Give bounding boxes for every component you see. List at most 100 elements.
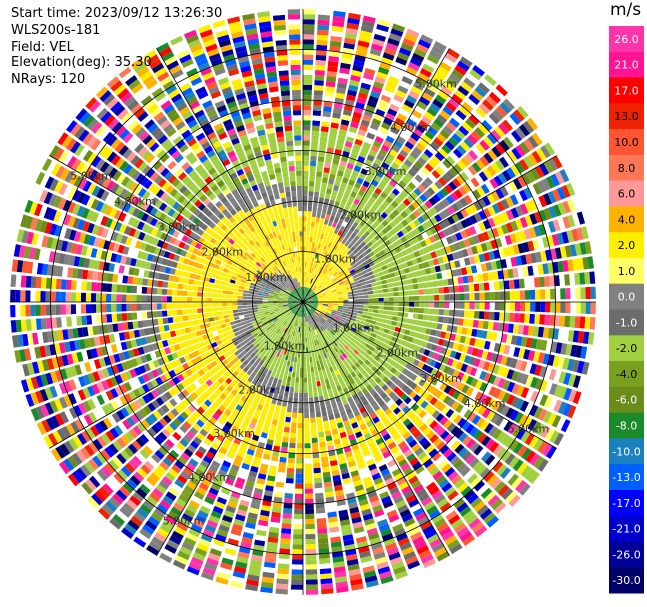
velocity-gate xyxy=(337,230,343,236)
velocity-gate xyxy=(454,351,462,361)
velocity-gate xyxy=(312,325,316,331)
velocity-gate xyxy=(365,522,377,531)
velocity-gate xyxy=(316,334,320,340)
velocity-gate xyxy=(393,140,404,149)
velocity-gate xyxy=(510,164,521,176)
velocity-gate xyxy=(360,503,371,512)
velocity-gate xyxy=(324,96,334,103)
velocity-gate xyxy=(461,373,470,383)
velocity-gate xyxy=(250,330,257,335)
velocity-gate xyxy=(260,509,270,517)
velocity-gate xyxy=(293,346,296,352)
velocity-gate xyxy=(292,407,298,413)
velocity-gate xyxy=(288,303,294,306)
velocity-gate xyxy=(265,443,273,451)
velocity-gate xyxy=(438,211,447,220)
velocity-gate xyxy=(307,288,310,293)
velocity-gate xyxy=(464,302,470,309)
velocity-gate xyxy=(278,323,283,329)
velocity-gate xyxy=(330,122,339,129)
velocity-gate xyxy=(339,349,345,355)
velocity-gate xyxy=(484,454,496,466)
velocity-gate xyxy=(491,146,502,158)
velocity-gate xyxy=(403,518,416,527)
velocity-gate xyxy=(369,274,375,280)
velocity-gate xyxy=(295,305,300,310)
velocity-gate xyxy=(345,392,352,399)
velocity-gate xyxy=(124,523,137,535)
velocity-gate xyxy=(185,377,193,386)
velocity-gate xyxy=(364,322,371,327)
velocity-gate xyxy=(112,493,124,505)
velocity-gate xyxy=(367,308,374,313)
velocity-gate xyxy=(391,282,398,287)
velocity-gate xyxy=(226,326,233,331)
velocity-gate xyxy=(489,178,499,189)
velocity-gate xyxy=(534,277,540,288)
velocity-gate xyxy=(171,483,182,493)
velocity-gate xyxy=(424,529,437,540)
velocity-gate xyxy=(332,556,345,563)
velocity-gate xyxy=(348,207,356,214)
velocity-gate xyxy=(330,255,336,261)
velocity-gate xyxy=(81,482,93,495)
velocity-gate xyxy=(364,454,373,462)
velocity-gate xyxy=(258,310,264,314)
velocity-gate xyxy=(559,274,566,286)
velocity-gate xyxy=(186,481,197,491)
velocity-gate xyxy=(235,561,248,569)
velocity-gate xyxy=(342,359,348,366)
velocity-gate xyxy=(185,346,193,354)
velocity-gate xyxy=(317,259,322,265)
velocity-gate xyxy=(418,410,427,419)
velocity-gate xyxy=(200,571,214,581)
velocity-gate xyxy=(521,447,532,460)
velocity-gate xyxy=(337,134,346,141)
velocity-gate xyxy=(375,334,382,341)
velocity-gate xyxy=(350,511,361,519)
velocity-gate xyxy=(389,486,400,495)
velocity-gate xyxy=(482,272,489,282)
velocity-gate xyxy=(271,360,277,367)
velocity-gate xyxy=(519,313,525,323)
velocity-gate xyxy=(471,146,482,158)
velocity-gate xyxy=(343,172,351,179)
velocity-gate xyxy=(501,211,510,223)
velocity-gate xyxy=(485,181,495,192)
velocity-gate xyxy=(197,446,207,455)
velocity-gate xyxy=(314,323,319,329)
velocity-gate xyxy=(155,386,164,396)
velocity-gate xyxy=(487,272,494,281)
velocity-gate xyxy=(221,381,229,389)
velocity-gate xyxy=(124,393,133,403)
velocity-gate xyxy=(259,314,266,319)
velocity-gate xyxy=(359,266,366,272)
velocity-gate xyxy=(243,403,251,410)
velocity-gate xyxy=(145,336,152,344)
velocity-gate xyxy=(319,279,325,284)
velocity-gate xyxy=(129,475,141,486)
velocity-gate xyxy=(326,188,332,195)
velocity-gate xyxy=(373,384,381,392)
velocity-gate xyxy=(225,322,231,327)
velocity-gate xyxy=(439,302,445,308)
velocity-gate xyxy=(469,214,478,225)
velocity-gate xyxy=(279,330,284,336)
velocity-gate xyxy=(342,308,348,311)
velocity-gate xyxy=(274,362,280,368)
velocity-gate xyxy=(570,302,576,314)
velocity-gate xyxy=(321,384,327,391)
velocity-gate xyxy=(412,416,421,425)
velocity-gate xyxy=(313,201,318,208)
velocity-gate xyxy=(461,420,471,431)
velocity-gate xyxy=(199,505,211,515)
velocity-gate xyxy=(311,437,318,444)
velocity-gate xyxy=(383,297,389,302)
velocity-gate xyxy=(558,371,567,384)
velocity-gate xyxy=(116,437,127,449)
velocity-gate xyxy=(307,256,310,262)
velocity-gate xyxy=(408,296,415,301)
velocity-gate xyxy=(286,467,295,474)
velocity-gate xyxy=(282,326,287,332)
velocity-gate xyxy=(368,208,376,215)
